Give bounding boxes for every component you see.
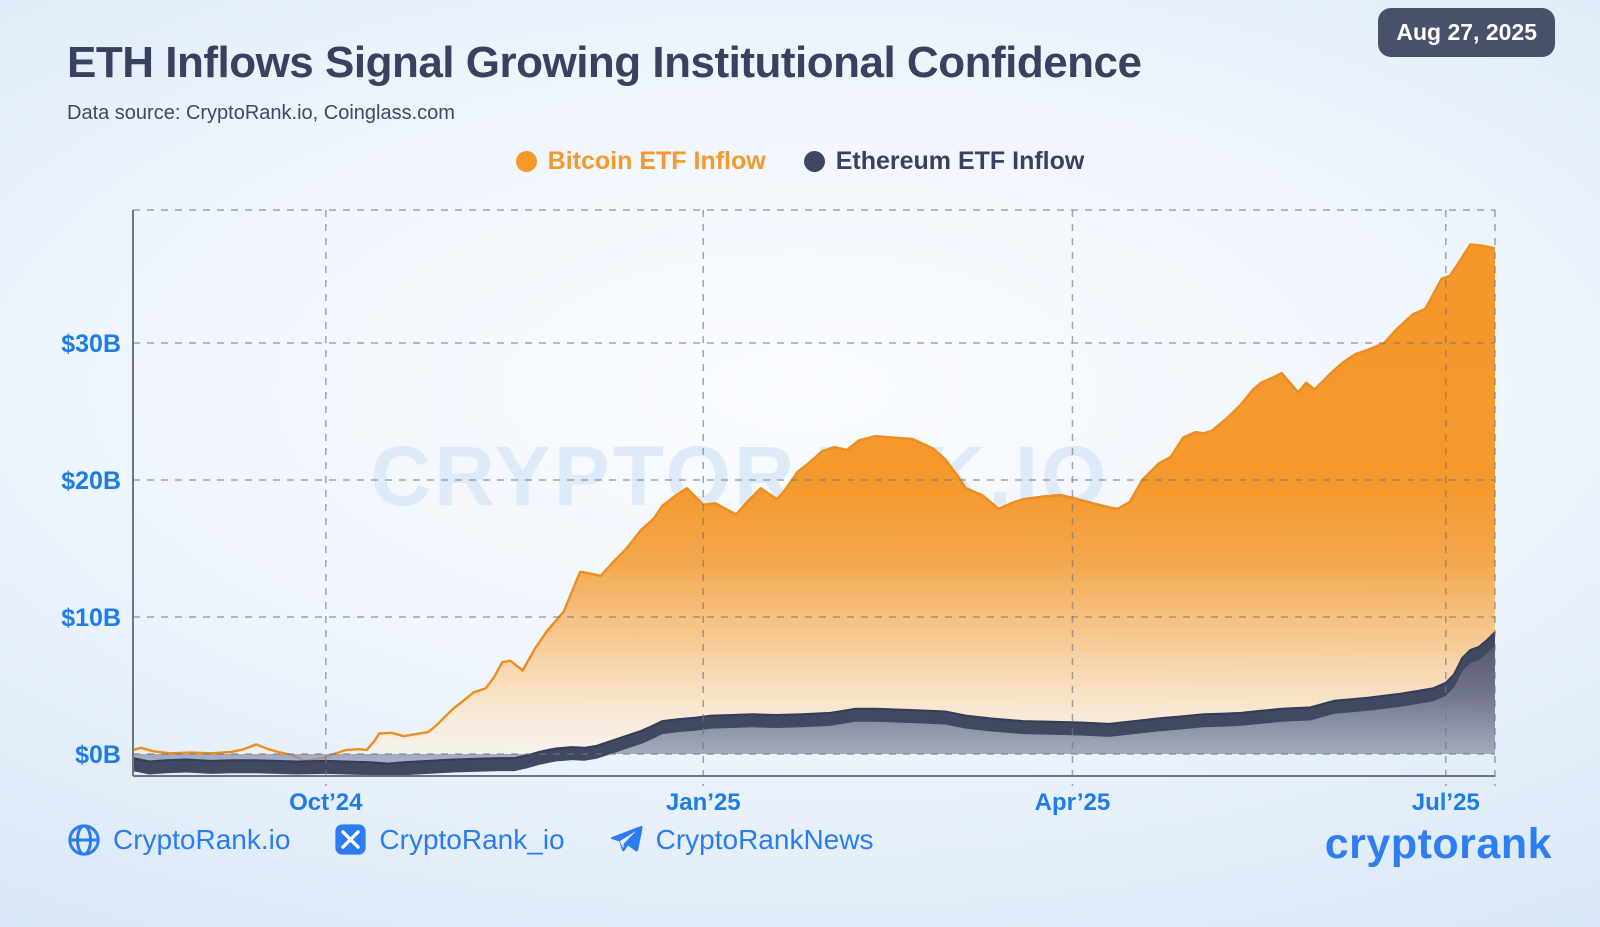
footer-website[interactable]: CryptoRank.io	[67, 823, 290, 857]
globe-icon	[68, 823, 100, 856]
x-twitter-icon	[335, 824, 367, 855]
axes	[132, 210, 1495, 777]
ethereum-legend-dot-icon	[803, 151, 825, 172]
y-tick-label: $10B	[61, 604, 121, 632]
bitcoin-area	[133, 244, 1495, 761]
legend-item-ethereum: Ethereum ETF Inflow	[803, 147, 1085, 176]
ethereum-area-edge	[133, 632, 1495, 777]
ethereum-line	[132, 631, 1496, 765]
website-label: CryptoRank.io	[113, 823, 291, 855]
twitter-label: CryptoRank_io	[379, 823, 565, 855]
telegram-label: CryptoRankNews	[655, 823, 874, 855]
gridlines	[133, 209, 1496, 786]
x-tick-label: Jan’25	[666, 789, 741, 816]
bitcoin-legend-dot-icon	[515, 151, 537, 172]
x-tick-label: Oct’24	[289, 789, 363, 816]
date-badge: Aug 27, 2025	[1378, 8, 1555, 57]
cryptorank-logo: cryptorank	[1324, 820, 1552, 868]
x-tick-label: Jul’25	[1412, 789, 1480, 816]
legend-item-bitcoin: Bitcoin ETF Inflow	[515, 147, 766, 176]
page-title: ETH Inflows Signal Growing Institutional…	[67, 38, 1142, 87]
telegram-icon	[610, 825, 643, 852]
chart-legend: Bitcoin ETF Inflow Ethereum ETF Inflow	[0, 147, 1600, 176]
footer: CryptoRank.io CryptoRank_io CryptoRankNe…	[67, 822, 873, 857]
y-tick-label: $30B	[61, 330, 121, 358]
ethereum-legend-label: Ethereum ETF Inflow	[835, 147, 1085, 175]
x-tick-label: Apr’25	[1035, 789, 1111, 816]
footer-telegram[interactable]: CryptoRankNews	[609, 822, 874, 857]
bitcoin-line	[132, 243, 1496, 763]
data-source-label: Data source: CryptoRank.io, Coinglass.co…	[67, 102, 455, 124]
footer-twitter[interactable]: CryptoRank_io	[334, 823, 565, 856]
header: ETH Inflows Signal Growing Institutional…	[67, 38, 1567, 125]
bitcoin-legend-label: Bitcoin ETF Inflow	[547, 147, 766, 175]
y-tick-label: $20B	[61, 467, 121, 495]
y-tick-label: $0B	[75, 741, 121, 769]
